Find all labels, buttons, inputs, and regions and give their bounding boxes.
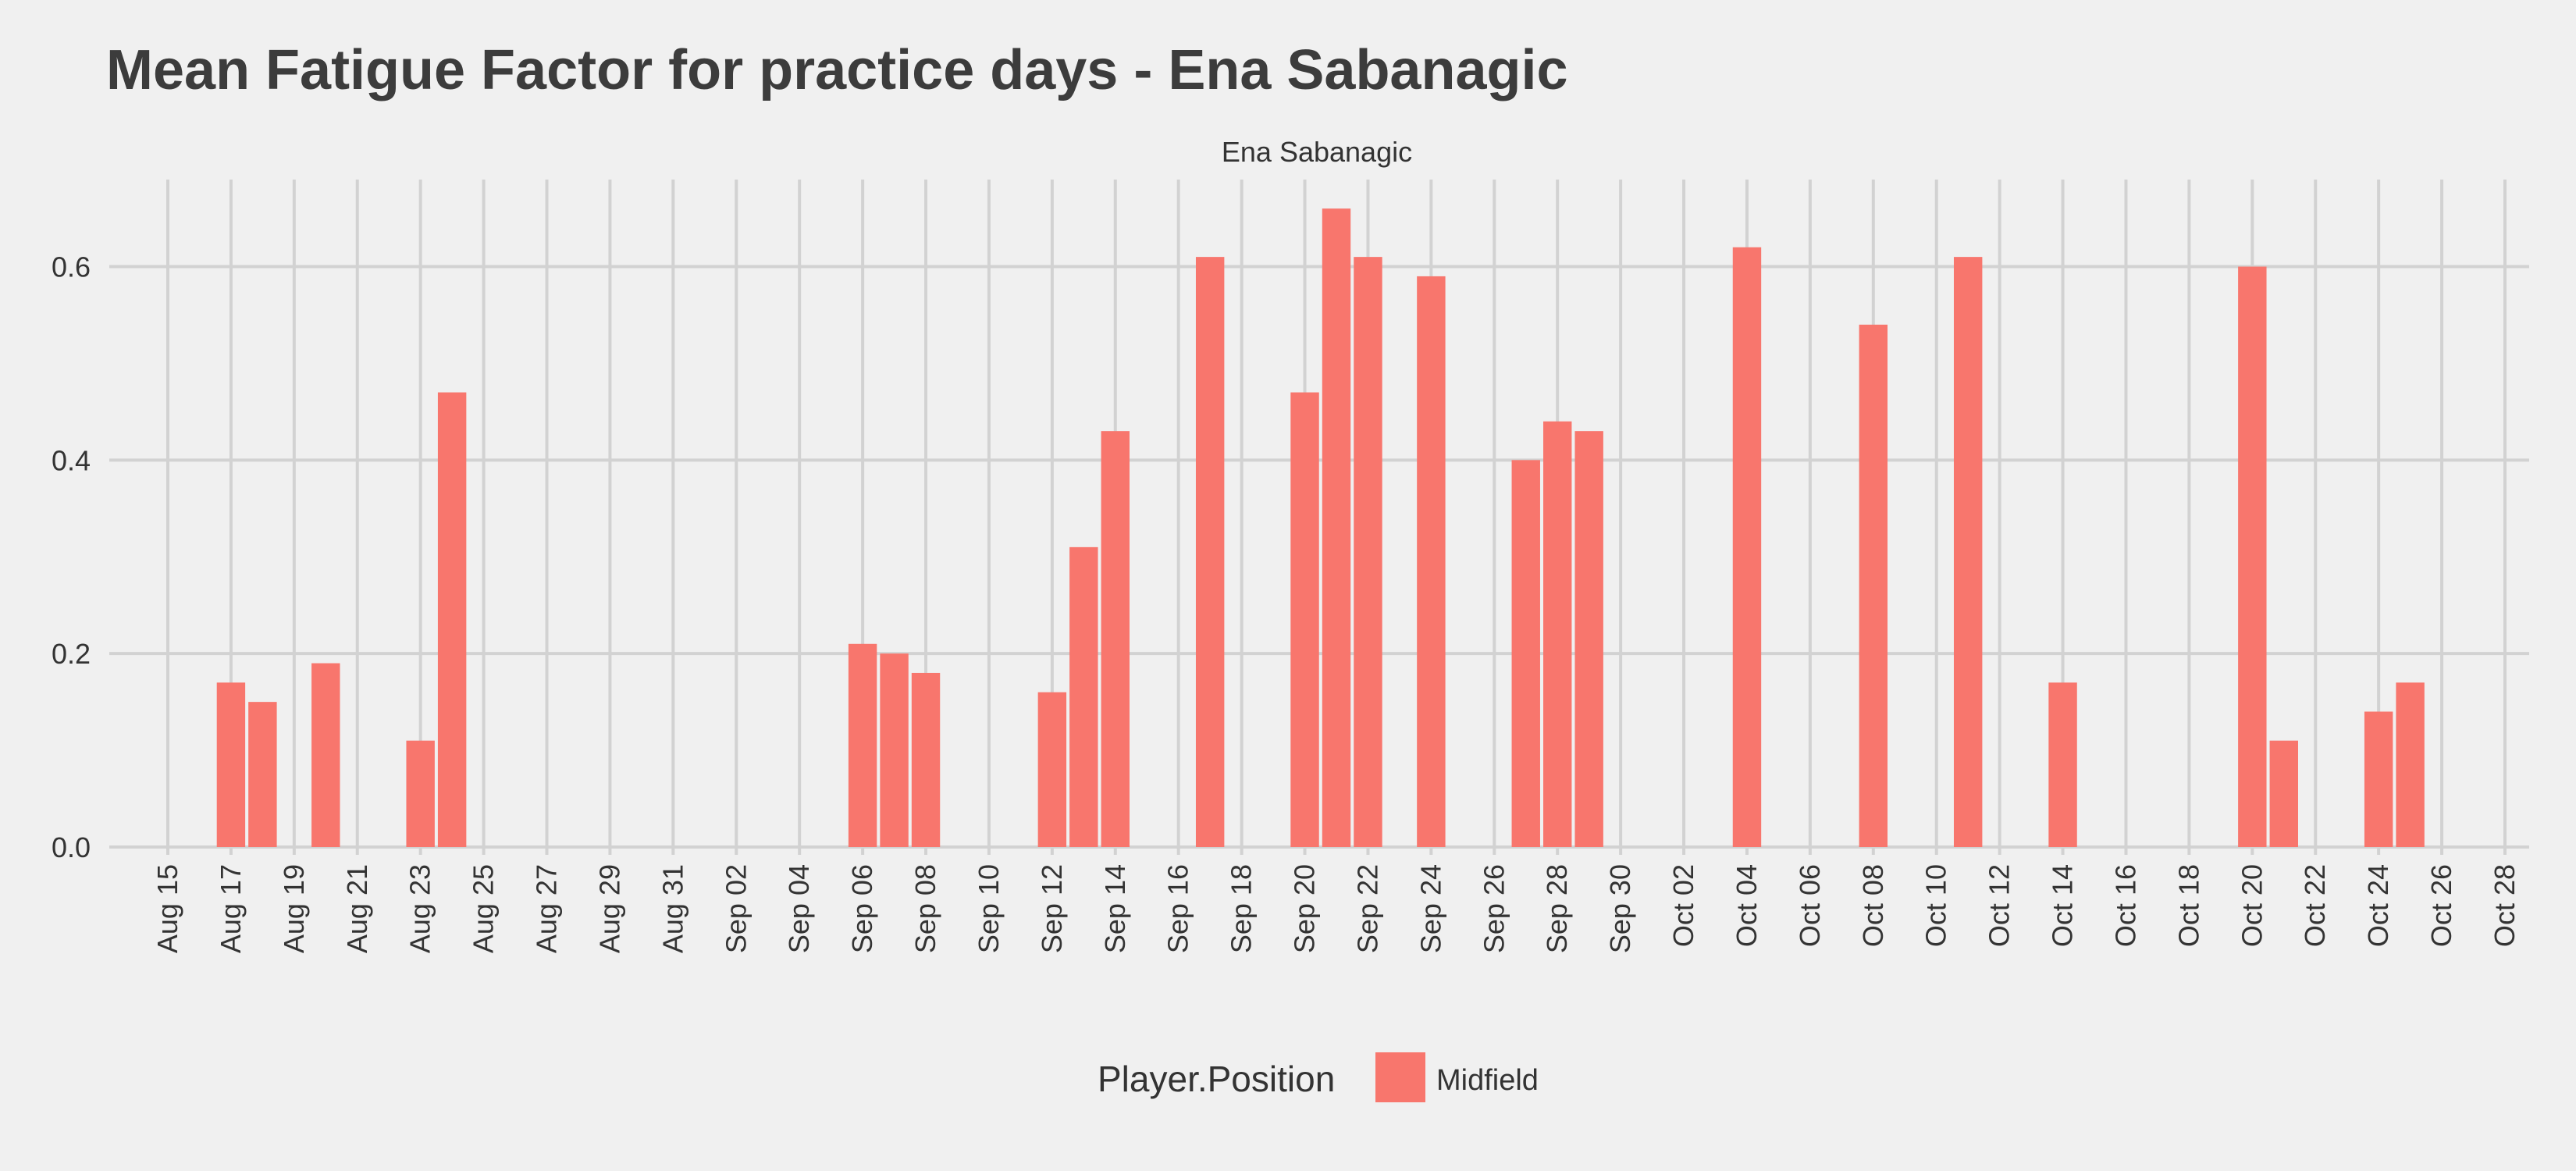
x-axis: Aug 15 Aug 17 Aug 19 Aug 21 Aug 23 Aug 25 Aug …: [151, 847, 2521, 953]
x-tick-label: Oct 08: [1857, 864, 1889, 947]
legend-title: Player.Position: [1098, 1059, 1335, 1099]
y-tick-label: 0.4: [52, 444, 91, 476]
y-tick-label: 0.6: [52, 251, 91, 283]
x-tick-label: Oct 24: [2362, 864, 2394, 947]
x-tick-label: Aug 15: [151, 864, 183, 953]
x-tick-label: Oct 16: [2109, 864, 2141, 947]
x-tick-label: Aug 29: [593, 864, 625, 953]
bar: [1101, 431, 1130, 847]
y-tick-label: 0.0: [52, 831, 91, 863]
bar: [216, 682, 246, 847]
x-tick-label: Sep 18: [1226, 864, 1258, 953]
bar: [2396, 682, 2425, 847]
chart-title: Mean Fatigue Factor for practice days - …: [106, 39, 1568, 101]
x-tick-label: Aug 23: [404, 864, 436, 953]
x-tick-label: Aug 25: [468, 864, 500, 953]
x-tick-label: Sep 06: [846, 864, 878, 953]
bar: [1417, 276, 1446, 847]
y-axis: 0.0 0.2 0.4 0.6: [52, 251, 91, 863]
bar: [1732, 247, 1762, 847]
x-tick-label: Aug 31: [656, 864, 688, 953]
x-tick-label: Sep 26: [1478, 864, 1510, 953]
x-tick-label: Aug 19: [278, 864, 310, 953]
bar: [2048, 682, 2077, 847]
x-tick-label: Sep 08: [909, 864, 941, 953]
bar: [1037, 692, 1067, 847]
bar: [1195, 257, 1225, 847]
x-tick-label: Aug 21: [341, 864, 373, 953]
x-tick-label: Aug 17: [215, 864, 247, 953]
x-tick-label: Sep 22: [1351, 864, 1383, 953]
x-tick-label: Oct 22: [2299, 864, 2331, 947]
x-tick-label: Oct 14: [2047, 864, 2079, 947]
legend-key-midfield: [1375, 1052, 1425, 1102]
bar: [1069, 546, 1098, 847]
x-tick-label: Sep 24: [1414, 864, 1446, 953]
x-tick-label: Sep 04: [783, 864, 815, 953]
x-tick-label: Sep 10: [973, 864, 1005, 953]
x-tick-label: Aug 27: [531, 864, 563, 953]
bar: [2269, 740, 2298, 847]
bar: [1322, 208, 1351, 847]
x-tick-label: Oct 04: [1731, 864, 1763, 947]
x-tick-label: Oct 18: [2172, 864, 2204, 947]
x-tick-label: Sep 30: [1604, 864, 1636, 953]
y-tick-label: 0.2: [52, 638, 91, 670]
bar: [880, 653, 909, 847]
x-tick-label: Oct 26: [2425, 864, 2457, 947]
bar: [1543, 421, 1572, 847]
x-tick-label: Oct 02: [1667, 864, 1699, 947]
bar: [1953, 257, 1983, 847]
bars: [216, 208, 2425, 847]
x-tick-label: Sep 20: [1289, 864, 1321, 953]
bar: [1859, 324, 1888, 847]
bar: [406, 740, 435, 847]
x-tick-label: Oct 06: [1794, 864, 1826, 947]
bar: [1574, 431, 1603, 847]
legend: Player.Position Midfield: [1098, 1052, 1539, 1102]
x-tick-label: Oct 12: [1984, 864, 2016, 947]
x-tick-label: Sep 12: [1036, 864, 1068, 953]
bar: [311, 663, 340, 847]
bar: [437, 392, 467, 847]
bar: [848, 643, 877, 847]
bar: [2364, 711, 2393, 847]
x-tick-label: Sep 16: [1162, 864, 1194, 953]
x-tick-label: Oct 28: [2489, 864, 2521, 947]
bar: [1354, 257, 1382, 847]
x-tick-label: Oct 20: [2236, 864, 2268, 947]
legend-label-midfield: Midfield: [1436, 1064, 1539, 1097]
facet-label: Ena Sabanagic: [1222, 136, 1412, 168]
x-tick-label: Sep 28: [1541, 864, 1573, 953]
bar: [1290, 392, 1319, 847]
bar: [248, 702, 277, 847]
x-tick-label: Sep 14: [1099, 864, 1131, 953]
bar: [2238, 266, 2267, 847]
x-tick-label: Sep 02: [720, 864, 752, 953]
x-tick-label: Oct 10: [1920, 864, 1952, 947]
bar: [911, 672, 941, 847]
bar: [1511, 460, 1540, 847]
